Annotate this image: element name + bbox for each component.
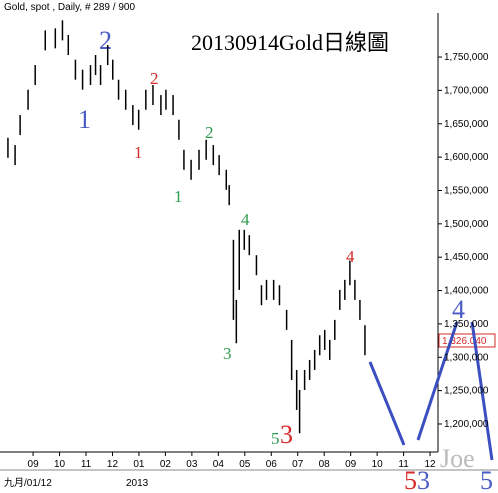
y-tick-label: 1,700,000: [444, 85, 489, 96]
y-tick-label: 1,650,000: [444, 119, 489, 130]
x-tick-label: 05: [239, 459, 251, 470]
x-tick-label: 09: [28, 459, 40, 470]
wave-label: 3: [417, 466, 430, 493]
x-tick-label: 12: [107, 459, 119, 470]
wave-label: 5: [404, 466, 417, 493]
year-label: 2013: [126, 478, 149, 489]
projection-line: [470, 321, 494, 461]
x-tick-label: 04: [213, 459, 225, 470]
wave-label: 3: [280, 420, 293, 449]
x-tick-label: 08: [319, 459, 331, 470]
wave-label: 2: [205, 123, 214, 142]
wave-label: 2: [150, 69, 159, 88]
x-tick-label: 11: [81, 459, 92, 470]
y-tick-label: 1,350,000: [444, 319, 489, 330]
wave-label: 1: [78, 105, 91, 134]
y-tick-label: 1,550,000: [444, 185, 489, 196]
x-tick-label: 09: [345, 459, 357, 470]
wave-label: 5: [480, 466, 493, 493]
x-tick-label: 07: [292, 459, 304, 470]
y-tick-label: 1,600,000: [444, 152, 489, 163]
x-tick-label: 11: [398, 459, 409, 470]
y-tick-label: 1,750,000: [444, 52, 489, 63]
wave-label: 2: [99, 26, 112, 55]
last-price: 1,326.040: [442, 336, 487, 347]
projection-line: [416, 321, 459, 441]
y-tick-label: 1,200,000: [444, 419, 489, 430]
x-tick-label: 10: [54, 459, 66, 470]
wave-label: 3: [223, 344, 232, 363]
wave-label: 4: [346, 247, 355, 266]
projection: [368, 321, 494, 461]
x-tick-label: 12: [424, 459, 436, 470]
wave-label: 1: [134, 143, 143, 162]
wave-label: 4: [452, 295, 465, 324]
x-tick-label: 01: [133, 459, 145, 470]
watermark: Joe: [440, 444, 475, 473]
y-tick-label: 1,450,000: [444, 252, 489, 263]
chart-title: 20130914Gold日線圖: [191, 30, 389, 55]
date-label: 九月/01/12: [4, 477, 52, 489]
x-tick-label: 03: [186, 459, 198, 470]
wave-label: 4: [241, 210, 250, 229]
wave-label: 5: [271, 429, 280, 448]
wave-label: 1: [174, 187, 183, 206]
x-tick-label: 02: [160, 459, 172, 470]
header: Gold, spot , Daily, # 289 / 900: [4, 2, 135, 13]
x-tick-label: 10: [372, 459, 384, 470]
y-tick-label: 1,400,000: [444, 286, 489, 297]
y-tick-label: 1,300,000: [444, 352, 489, 363]
x-tick-label: 06: [266, 459, 278, 470]
y-tick-label: 1,500,000: [444, 219, 489, 230]
y-tick-label: 1,250,000: [444, 386, 489, 397]
projection-line: [368, 361, 406, 446]
